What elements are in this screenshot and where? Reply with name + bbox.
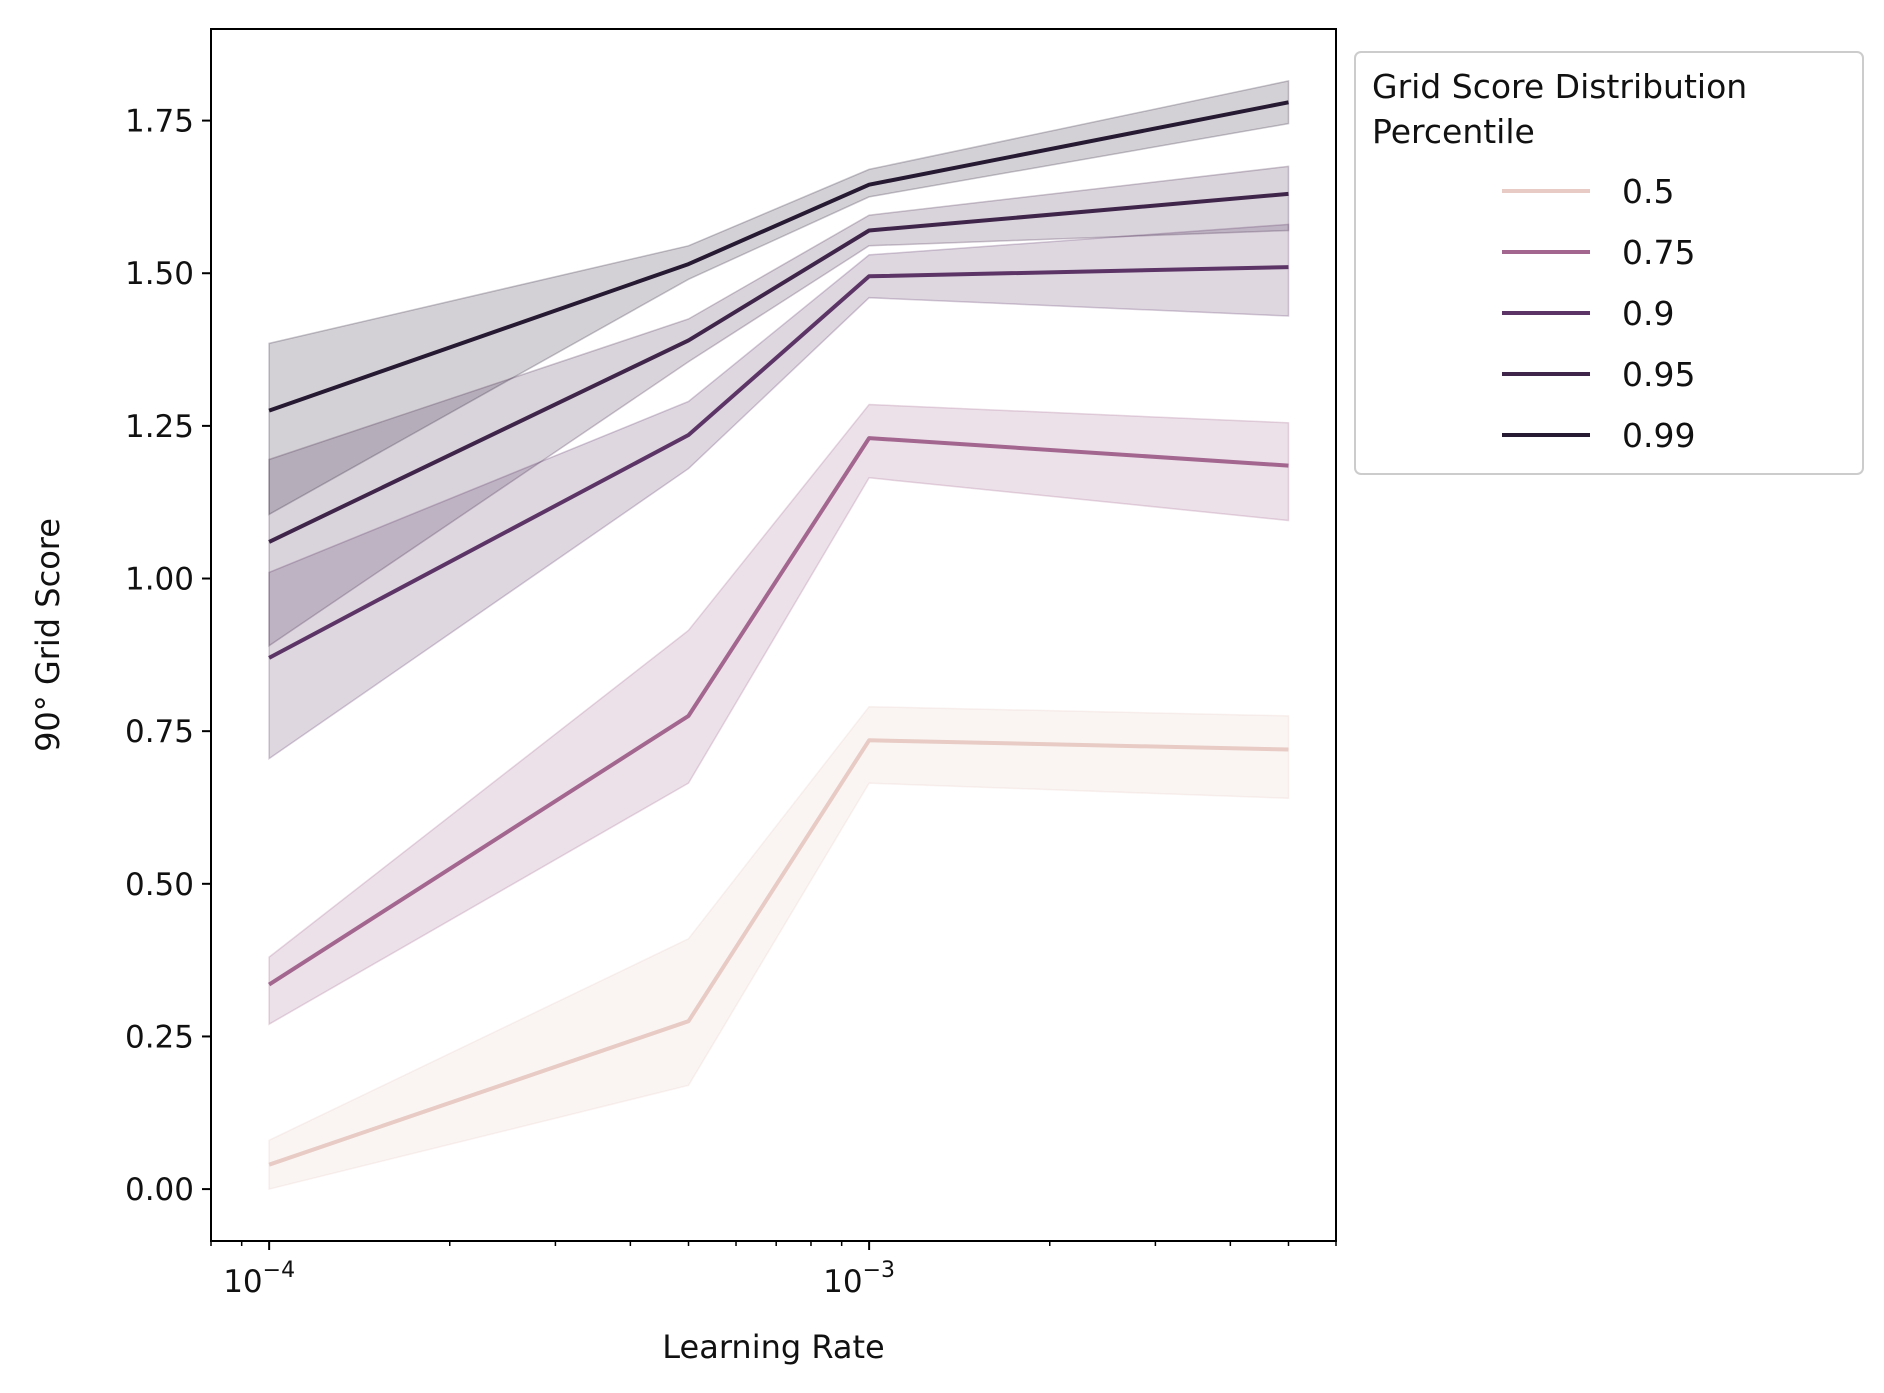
line-series-1 [268,436,1289,987]
band-series-1 [268,403,1290,1026]
plot-frame [210,28,1337,1242]
line-series-2 [268,265,1289,660]
y-tick-label: 0.75 [125,714,194,750]
series-lines [268,100,1289,1167]
y-tick-label: 0.25 [125,1019,194,1055]
y-axis: 0.00 0.25 0.50 0.75 1.00 1.25 1.50 1.75 [125,104,211,1208]
legend-label-series-0: 0.5 [1622,172,1674,211]
legend-box [1354,51,1864,475]
line-series-0 [268,738,1289,1167]
legend-label-series-2: 0.9 [1622,294,1674,333]
legend-title-line-2: Percentile [1372,112,1535,151]
confidence-bands [268,79,1290,1191]
x-axis-label: Learning Rate [662,1328,884,1366]
legend: Grid Score Distribution Percentile 0.50.… [1354,51,1864,475]
legend-title-line-1: Grid Score Distribution [1372,67,1747,106]
x-tick-label: 10−3 [823,1258,895,1300]
line-series-4 [268,100,1289,413]
legend-items: 0.5 0.75 0.9 0.95 0.99 [1502,172,1695,455]
y-tick-label: 1.50 [125,256,194,292]
y-tick-label: 1.75 [125,104,194,140]
line-series-3 [268,191,1289,544]
legend-label-series-3: 0.95 [1622,355,1695,394]
band-series-2 [268,223,1290,761]
y-tick-label: 1.00 [125,562,194,598]
y-tick-label: 0.50 [125,867,194,903]
y-tick-label: 0.00 [125,1172,194,1208]
band-series-3 [268,165,1290,648]
x-axis: 10−4 10−3 [210,1241,1337,1300]
legend-label-series-1: 0.75 [1622,233,1695,272]
x-tick-label: 10−4 [223,1258,295,1300]
band-series-0 [268,705,1290,1191]
y-tick-label: 1.25 [125,409,194,445]
y-axis-label: 90° Grid Score [29,518,67,752]
legend-label-series-4: 0.99 [1622,416,1695,455]
